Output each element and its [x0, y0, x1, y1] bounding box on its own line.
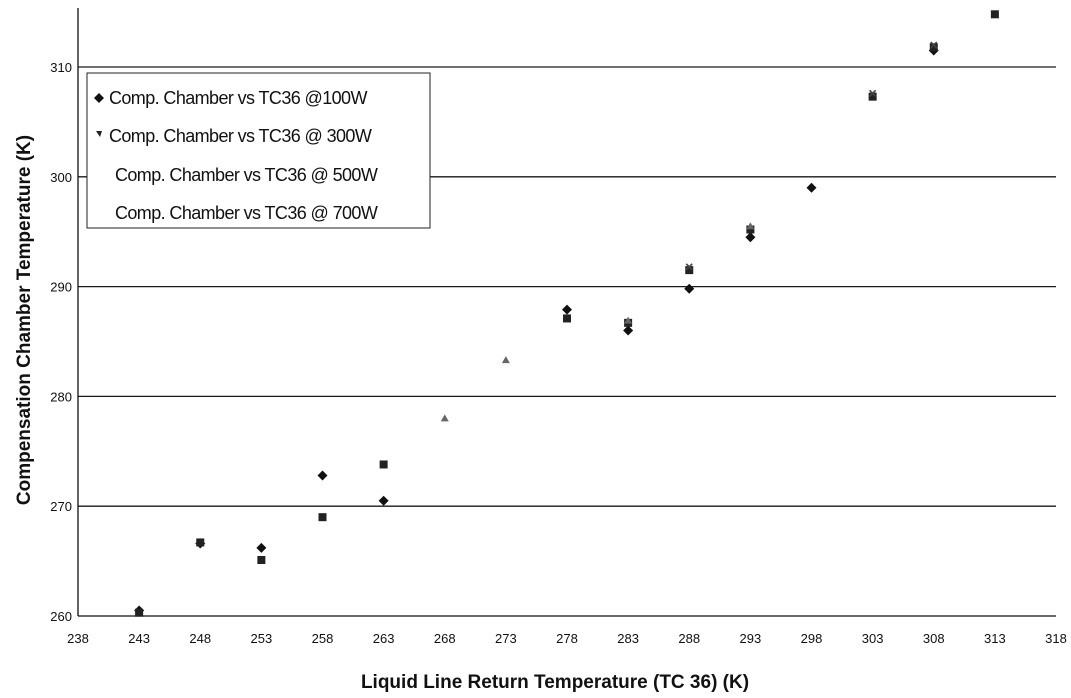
legend-label-100w: Comp. Chamber vs TC36 @100W	[109, 88, 367, 108]
series-3	[685, 41, 938, 271]
data-point-s3-0	[685, 263, 693, 271]
data-point-s1-2	[257, 556, 266, 565]
data-point-s1-5	[563, 314, 571, 323]
legend-marker-100w	[94, 93, 104, 103]
data-point-s0-2	[256, 542, 267, 553]
legend-label-300w: Comp. Chamber vs TC36 @ 300W	[109, 126, 372, 146]
legend-square-marker	[96, 131, 102, 137]
data-point-s0-6	[623, 325, 634, 336]
data-point-s2-0	[440, 414, 449, 422]
x-tick-label-253: 253	[251, 631, 273, 646]
y-tick-label-280: 280	[50, 389, 72, 404]
data-point-s2-2	[624, 316, 633, 324]
y-axis-title: Compensation Chamber Temperature (K)	[14, 135, 35, 505]
data-point-s1-4	[379, 460, 388, 469]
data-point-s1-11	[990, 10, 999, 19]
x-tick-label-293: 293	[740, 631, 762, 646]
legend-box	[86, 72, 431, 229]
y-tick-label-270: 270	[50, 499, 72, 514]
data-point-s2-3	[746, 222, 755, 230]
x-tick-label-303: 303	[862, 631, 884, 646]
x-tick-label-248: 248	[189, 631, 211, 646]
data-points	[134, 10, 999, 617]
x-tick-label-258: 258	[312, 631, 334, 646]
data-point-s1-0	[135, 608, 144, 617]
legend-label-500w: Comp. Chamber vs TC36 @ 500W	[115, 165, 378, 185]
x-tick-label-278: 278	[556, 631, 578, 646]
legend-diamond-marker	[94, 93, 104, 103]
legend-entry-700w: Comp. Chamber vs TC36 @ 700W	[115, 203, 378, 223]
legend-entry-300w: Comp. Chamber vs TC36 @ 300W	[96, 126, 372, 146]
data-point-s3-2	[930, 41, 938, 49]
x-tick-label-298: 298	[801, 631, 823, 646]
data-point-s3-1	[869, 89, 877, 97]
x-tick-label-313: 313	[984, 631, 1006, 646]
y-tick-label-260: 260	[50, 609, 72, 624]
data-point-s1-8	[746, 225, 755, 234]
y-tick-label-290: 290	[50, 280, 72, 295]
data-point-s1-10	[929, 43, 938, 52]
y-tick-labels: 260 270 280 290 300 310	[50, 60, 72, 624]
data-point-s1-7	[685, 266, 694, 275]
x-axis-title: Liquid Line Return Temperature (TC 36) (…	[361, 672, 749, 693]
legend-entry-100w: Comp. Chamber vs TC36 @100W	[94, 88, 368, 108]
x-tick-label-243: 243	[128, 631, 150, 646]
x-tick-label-268: 268	[434, 631, 456, 646]
legend-label-700w: Comp. Chamber vs TC36 @ 700W	[115, 203, 378, 223]
data-point-s1-1	[196, 538, 205, 547]
x-tick-label-308: 308	[923, 631, 945, 646]
legend-marker-300w	[96, 131, 102, 137]
data-point-s0-9	[806, 182, 817, 193]
data-point-s1-9	[868, 92, 877, 101]
series-2	[440, 222, 755, 422]
data-point-s0-5	[562, 304, 572, 315]
x-tick-labels: 238 243 248 253 258 263 268 273 278 283 288 293 298 3…	[67, 631, 1067, 646]
x-tick-label-283: 283	[617, 631, 639, 646]
x-tick-label-263: 263	[373, 631, 395, 646]
data-point-s0-8	[745, 232, 756, 243]
x-tick-label-273: 273	[495, 631, 517, 646]
data-point-s1-3	[318, 513, 327, 522]
data-point-s0-4	[378, 495, 389, 506]
data-point-s2-1	[501, 356, 510, 364]
data-point-s0-7	[684, 283, 695, 294]
x-tick-label-318: 318	[1045, 631, 1067, 646]
y-tick-label-300: 300	[50, 170, 72, 185]
x-tick-label-288: 288	[678, 631, 700, 646]
x-tick-label-238: 238	[67, 631, 89, 646]
y-tick-label-310: 310	[50, 60, 72, 75]
data-point-s0-3	[317, 470, 328, 481]
legend-entry-500w: Comp. Chamber vs TC36 @ 500W	[115, 165, 378, 185]
legend: Comp. Chamber vs TC36 @100W Comp. Chambe…	[86, 72, 431, 229]
